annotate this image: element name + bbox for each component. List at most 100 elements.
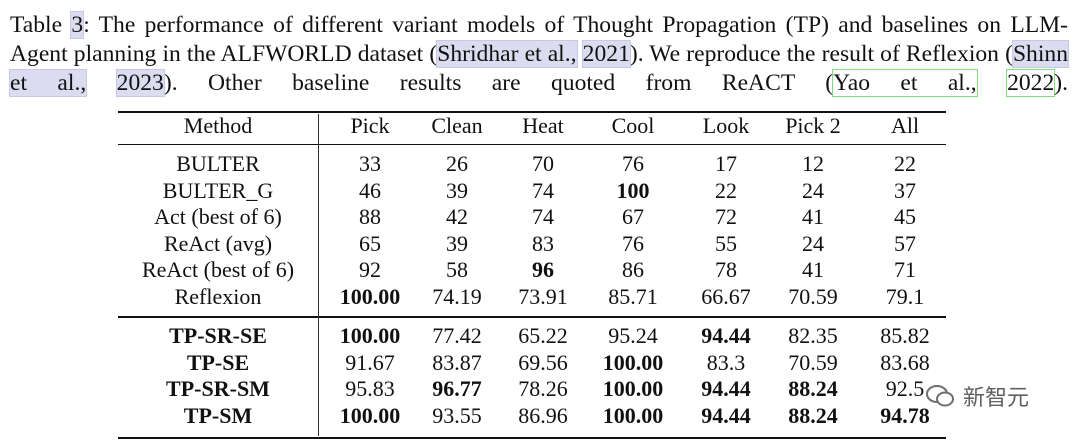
method-cell: Reflexion bbox=[174, 283, 262, 309]
value-cell: 57 bbox=[894, 230, 916, 256]
value-cell: 94.44 bbox=[701, 402, 751, 428]
caption-text: ). Other baseline results are quoted fro… bbox=[163, 70, 834, 96]
value-cell: 100.00 bbox=[339, 402, 401, 428]
value-cell: 74 bbox=[532, 204, 554, 229]
value-cell: 91.67 bbox=[345, 349, 395, 375]
method-cell: ReAct (best of 6) bbox=[141, 257, 295, 282]
value-cell: 94.44 bbox=[701, 323, 751, 348]
method-cell: TP-SE bbox=[186, 349, 250, 375]
value-cell: 70 bbox=[532, 151, 554, 176]
value-cell: 100.00 bbox=[602, 402, 664, 428]
column-header: Pick bbox=[350, 113, 390, 138]
value-cell: 100.00 bbox=[339, 323, 401, 348]
value-cell: 65 bbox=[359, 230, 381, 256]
method-cell: TP-SR-SM bbox=[166, 376, 270, 401]
value-cell: 100 bbox=[616, 177, 650, 203]
value-cell: 41 bbox=[802, 257, 824, 282]
citation[interactable]: Yao et al., bbox=[832, 69, 978, 97]
value-cell: 71 bbox=[894, 257, 916, 282]
value-cell: 55 bbox=[715, 230, 737, 256]
value-cell: 83.68 bbox=[880, 349, 930, 375]
value-cell: 78 bbox=[715, 257, 737, 282]
value-cell: 46 bbox=[359, 177, 381, 203]
watermark-icon bbox=[926, 385, 954, 407]
header-rule bbox=[118, 144, 946, 145]
column-header: Method bbox=[183, 113, 253, 138]
value-cell: 94.44 bbox=[701, 376, 751, 401]
value-cell: 12 bbox=[802, 151, 824, 176]
value-cell: 96 bbox=[532, 257, 554, 282]
value-cell: 95.83 bbox=[345, 376, 395, 401]
value-cell: 100.00 bbox=[602, 349, 664, 375]
value-cell: 85.82 bbox=[880, 323, 930, 348]
value-cell: 70.59 bbox=[788, 349, 838, 375]
value-cell: 45 bbox=[894, 204, 916, 229]
value-cell: 77.42 bbox=[432, 323, 482, 348]
value-cell: 82.35 bbox=[788, 323, 838, 348]
value-cell: 22 bbox=[894, 151, 916, 176]
value-cell: 100.00 bbox=[339, 283, 401, 309]
citation-year[interactable]: 2023 bbox=[115, 69, 165, 97]
method-cell: Act (best of 6) bbox=[154, 204, 282, 229]
method-cell: BULTER_G bbox=[162, 177, 274, 203]
citation-year[interactable]: 2021 bbox=[581, 40, 631, 68]
value-cell: 66.67 bbox=[701, 283, 751, 309]
value-cell: 92.5 bbox=[885, 376, 925, 401]
caption: Table 3: The performance of different va… bbox=[8, 11, 1070, 98]
value-cell: 83.3 bbox=[706, 349, 746, 375]
value-cell: 67 bbox=[622, 204, 644, 229]
table-word: Table bbox=[10, 12, 63, 38]
caption-text: ). We reproduce the result of Reflexion … bbox=[629, 41, 1013, 67]
value-cell: 26 bbox=[446, 151, 468, 176]
method-cell: TP-SM bbox=[183, 402, 253, 428]
bottom-rule bbox=[118, 437, 946, 439]
value-cell: 39 bbox=[446, 230, 468, 256]
value-cell: 78.26 bbox=[518, 376, 568, 401]
value-cell: 73.91 bbox=[518, 283, 568, 309]
value-cell: 83 bbox=[532, 230, 554, 256]
value-cell: 72 bbox=[715, 204, 737, 229]
value-cell: 76 bbox=[622, 151, 644, 176]
citation-year[interactable]: 2022 bbox=[1006, 69, 1056, 97]
method-cell: ReAct (avg) bbox=[163, 230, 273, 256]
value-cell: 88 bbox=[359, 204, 381, 229]
value-cell: 17 bbox=[715, 151, 737, 176]
value-cell: 93.55 bbox=[432, 402, 482, 428]
value-cell: 69.56 bbox=[518, 349, 568, 375]
watermark-text: 新智元 bbox=[963, 386, 1030, 411]
column-header: Clean bbox=[431, 113, 483, 138]
value-cell: 22 bbox=[715, 177, 737, 203]
value-cell: 83.87 bbox=[432, 349, 482, 375]
column-header: Heat bbox=[522, 113, 564, 138]
table-number: 3 bbox=[70, 11, 85, 39]
caption-text: : The performance of different variant m… bbox=[10, 12, 1068, 67]
value-cell: 24 bbox=[802, 230, 824, 256]
value-cell: 86.96 bbox=[518, 402, 568, 428]
citation[interactable]: Shridhar et al., bbox=[436, 40, 578, 68]
method-cell: TP-SR-SE bbox=[169, 323, 267, 348]
column-header: Look bbox=[702, 113, 750, 138]
value-cell: 74.19 bbox=[432, 283, 482, 309]
value-cell: 88.24 bbox=[788, 376, 838, 401]
column-divider bbox=[318, 114, 319, 436]
value-cell: 92 bbox=[359, 257, 381, 282]
value-cell: 70.59 bbox=[788, 283, 838, 309]
value-cell: 96.77 bbox=[432, 376, 482, 401]
value-cell: 42 bbox=[446, 204, 468, 229]
value-cell: 39 bbox=[446, 177, 468, 203]
value-cell: 24 bbox=[802, 177, 824, 203]
column-header: All bbox=[890, 113, 920, 138]
method-cell: BULTER bbox=[176, 151, 260, 176]
value-cell: 86 bbox=[622, 257, 644, 282]
column-header: Pick 2 bbox=[785, 113, 841, 138]
value-cell: 88.24 bbox=[788, 402, 838, 428]
value-cell: 94.78 bbox=[880, 402, 930, 428]
value-cell: 95.24 bbox=[608, 323, 658, 348]
caption-text: ). bbox=[1054, 70, 1069, 96]
value-cell: 79.1 bbox=[885, 283, 925, 309]
value-cell: 37 bbox=[894, 177, 916, 203]
value-cell: 100.00 bbox=[602, 376, 664, 401]
value-cell: 41 bbox=[802, 204, 824, 229]
value-cell: 85.71 bbox=[608, 283, 658, 309]
